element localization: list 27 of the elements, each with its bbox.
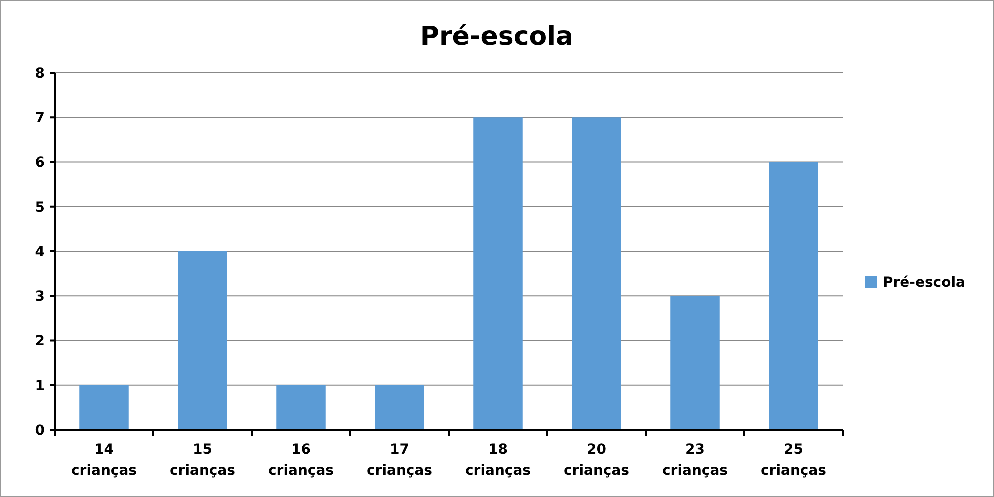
bar bbox=[474, 118, 523, 430]
x-tick-label: 14 crianças bbox=[72, 442, 137, 479]
x-tick-label: 18 crianças bbox=[466, 442, 531, 479]
x-tick-label: 17 crianças bbox=[367, 442, 432, 479]
bar bbox=[670, 296, 720, 430]
bar bbox=[375, 385, 424, 430]
x-tick-label: 15 crianças bbox=[170, 442, 236, 479]
y-tick-label: 3 bbox=[35, 289, 45, 306]
x-tick-label: 20 crianças bbox=[564, 442, 630, 479]
y-tick-label: 1 bbox=[35, 378, 45, 394]
y-tick-label: 6 bbox=[35, 155, 45, 172]
bar bbox=[178, 252, 228, 430]
chart-title: Pré-escola bbox=[420, 22, 574, 52]
y-tick-label: 4 bbox=[35, 244, 46, 260]
bar bbox=[572, 118, 622, 430]
bar bbox=[769, 162, 818, 430]
y-tick-label: 2 bbox=[35, 334, 45, 350]
y-tick-label: 5 bbox=[35, 200, 45, 216]
y-tick-label: 7 bbox=[35, 110, 45, 127]
legend-label: Pré-escola bbox=[883, 274, 966, 291]
y-tick-label: 8 bbox=[35, 66, 45, 82]
x-tick-label: 23 crianças bbox=[662, 442, 728, 479]
bar bbox=[276, 385, 326, 430]
x-tick-label: 25 crianças bbox=[761, 442, 826, 479]
y-tick-label: 0 bbox=[35, 422, 46, 439]
x-tick-label: 16 crianças bbox=[268, 442, 334, 479]
bar bbox=[80, 385, 129, 430]
